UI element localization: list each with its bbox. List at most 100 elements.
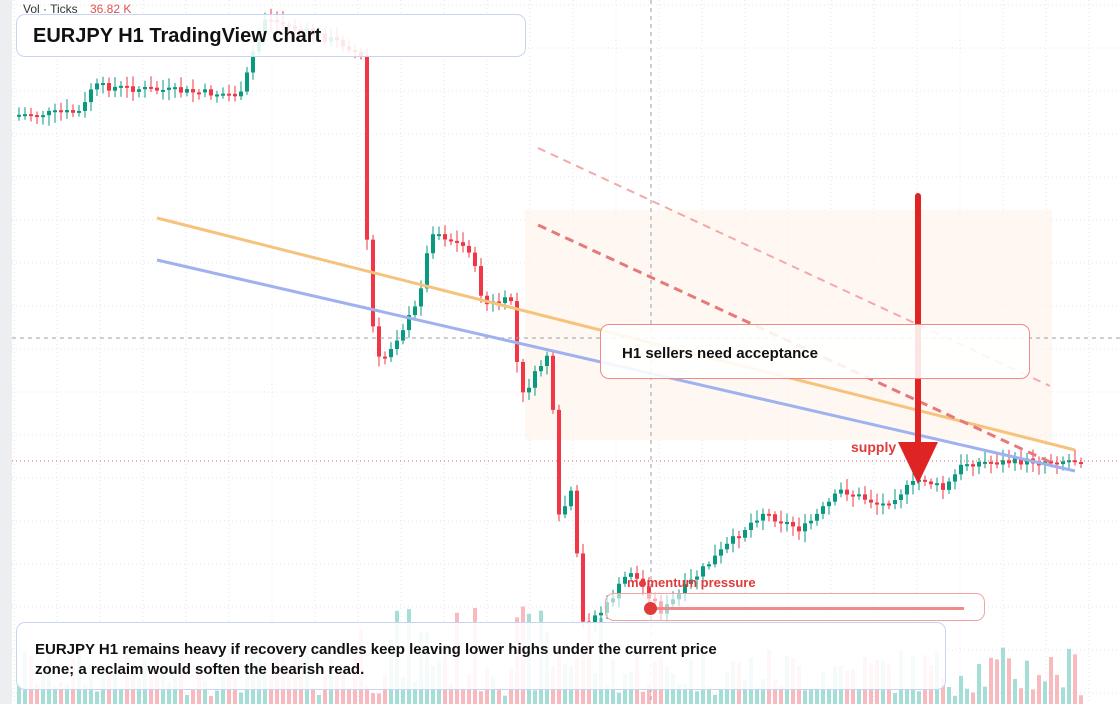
candle: [473, 252, 477, 267]
candle: [935, 483, 939, 486]
volume-bar: [995, 659, 999, 704]
candle: [989, 461, 993, 464]
candle: [815, 513, 819, 521]
volume-bar: [809, 688, 813, 704]
candle: [131, 86, 135, 92]
candle: [1001, 460, 1005, 465]
candle: [635, 573, 639, 579]
volume-bar: [59, 681, 63, 704]
volume-bar: [941, 678, 945, 704]
candle: [1049, 461, 1053, 464]
candle: [425, 253, 429, 289]
volume-bar: [1067, 648, 1071, 704]
candle: [179, 87, 183, 93]
volume-bar: [1007, 658, 1011, 704]
volume-bar: [65, 684, 69, 704]
candle: [599, 612, 603, 616]
candle: [701, 566, 705, 577]
candle: [785, 522, 789, 525]
volume-bar: [743, 679, 747, 704]
volume-bar: [449, 683, 453, 704]
candle: [209, 89, 213, 96]
candle: [683, 584, 687, 594]
volume-bar: [989, 657, 993, 704]
callout: H1 sellers need acceptance: [600, 324, 1030, 379]
header-value: 36.82 K: [90, 2, 131, 16]
candle: [413, 306, 417, 316]
volume-bar: [533, 690, 537, 704]
candle: [161, 89, 165, 92]
candle: [923, 479, 927, 482]
note: EURJPY H1 remains heavy if recovery cand…: [16, 622, 946, 690]
candle: [767, 513, 771, 516]
candle: [905, 484, 909, 495]
candle: [113, 86, 117, 91]
volume-bar: [1049, 657, 1053, 704]
volume-bar: [713, 694, 717, 704]
candle: [89, 89, 93, 103]
volume-bar: [1019, 688, 1023, 704]
candle: [77, 110, 81, 113]
candle: [509, 297, 513, 302]
volume-bar: [815, 687, 819, 704]
candle: [863, 494, 867, 500]
slider[interactable]: [605, 593, 985, 621]
volume-bar: [137, 678, 141, 704]
volume-bar: [893, 693, 897, 704]
candle: [995, 462, 999, 465]
candle: [203, 89, 207, 93]
candle: [395, 340, 399, 350]
slider-track: [650, 607, 964, 610]
candle: [29, 114, 33, 117]
candle: [953, 474, 957, 482]
candle: [911, 481, 915, 485]
channel-line-upper: [537, 147, 1051, 387]
candle: [191, 89, 195, 93]
candle: [149, 86, 153, 89]
candle: [137, 89, 141, 92]
candle: [557, 409, 561, 515]
candle: [641, 578, 645, 587]
volume-bar: [779, 685, 783, 704]
volume-bar: [1043, 681, 1047, 704]
volume-bar: [617, 692, 621, 704]
volume-bar: [1013, 678, 1017, 704]
candle: [1037, 463, 1041, 466]
volume-bar: [17, 683, 21, 704]
candle: [761, 513, 765, 521]
candle: [389, 349, 393, 358]
candle: [515, 301, 519, 362]
candle: [41, 115, 45, 118]
candle: [83, 102, 87, 111]
candle: [107, 83, 111, 91]
candle: [497, 301, 501, 304]
candle: [53, 110, 57, 113]
candle: [17, 114, 21, 117]
volume-bar: [239, 692, 243, 704]
candle: [197, 92, 201, 95]
candle: [173, 87, 177, 90]
left-strip: [0, 0, 12, 704]
candle: [227, 93, 231, 96]
candle: [503, 297, 507, 304]
candle: [821, 506, 825, 514]
candle: [125, 85, 129, 88]
candle: [35, 115, 39, 118]
volume-bar: [311, 687, 315, 704]
candle: [845, 489, 849, 495]
candle: [419, 288, 423, 307]
candle: [1073, 460, 1077, 463]
candle: [887, 503, 891, 506]
candle: [833, 493, 837, 502]
candle: [533, 371, 537, 388]
volume-bar: [365, 686, 369, 704]
slider-thumb[interactable]: [644, 602, 657, 615]
candle: [773, 514, 777, 522]
candle: [569, 490, 573, 507]
volume-bar: [683, 683, 687, 704]
candle: [575, 490, 579, 554]
candle: [185, 89, 189, 93]
candle: [695, 576, 699, 580]
volume-bar: [971, 692, 975, 704]
candle: [647, 586, 651, 599]
